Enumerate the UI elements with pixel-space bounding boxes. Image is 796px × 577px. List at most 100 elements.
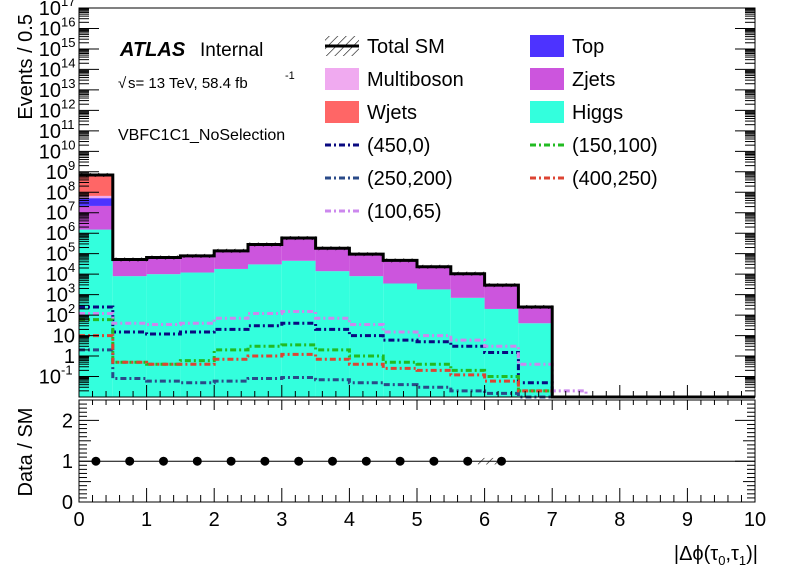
y-tick-exponent: 5 xyxy=(68,240,75,255)
stack-bar-zjets xyxy=(383,261,417,283)
legend-label: (100,65) xyxy=(367,201,442,223)
ratio-tick-label: 1 xyxy=(62,451,73,473)
y-tick-exponent: 4 xyxy=(68,260,75,275)
stack-bar-higgs xyxy=(214,269,248,397)
ratio-data-point xyxy=(91,457,100,466)
stack-bar-zjets xyxy=(518,307,552,323)
x-tick-label: 4 xyxy=(344,509,355,531)
y-tick-exponent: 16 xyxy=(61,14,75,29)
y-tick-exponent: 2 xyxy=(68,301,75,316)
y-tick-label: 10 xyxy=(46,203,68,225)
legend-label: (400,250) xyxy=(572,168,658,190)
y-tick-exponent: 17 xyxy=(61,0,75,9)
x-tick-label: 7 xyxy=(547,509,558,531)
ratio-tick-label: 0 xyxy=(62,492,73,514)
ratio-data-point xyxy=(159,457,168,466)
y-tick-exponent: 12 xyxy=(61,96,75,111)
x-tick-label: 10 xyxy=(744,509,766,531)
y-tick-exponent: 13 xyxy=(61,76,75,91)
legend-label: Total SM xyxy=(367,36,445,58)
stack-bar-higgs xyxy=(518,323,552,397)
stack-bar-zjets xyxy=(349,255,383,276)
y-tick-exponent: 8 xyxy=(68,178,75,193)
y-axis-label-top: Events / 0.5 xyxy=(15,14,37,120)
ratio-data-point xyxy=(362,457,371,466)
stack-bar-zjets xyxy=(451,274,485,297)
legend-label: Multiboson xyxy=(367,69,464,91)
x-tick-label: 5 xyxy=(411,509,422,531)
y-tick-exponent: 11 xyxy=(61,117,75,132)
stack-bar-zjets xyxy=(147,258,181,274)
y-tick-label: 10 xyxy=(39,367,61,389)
atlas-label: ATLAS xyxy=(119,39,186,61)
stack-bar-top xyxy=(79,198,113,206)
y-tick-label: 10 xyxy=(46,162,68,184)
y-tick-exponent: 14 xyxy=(61,55,75,70)
x-tick-label: 6 xyxy=(479,509,490,531)
ratio-data-point xyxy=(125,457,134,466)
sqrt-symbol: √ xyxy=(118,75,127,92)
x-tick-label: 0 xyxy=(73,509,84,531)
legend-label: Top xyxy=(572,36,604,58)
legend-label: (450,0) xyxy=(367,135,430,157)
region-label: VBFC1C1_NoSelection xyxy=(118,127,285,144)
ratio-data-point xyxy=(328,457,337,466)
legend-label: Higgs xyxy=(572,102,623,124)
y-tick-exponent: 10 xyxy=(61,137,75,152)
y-tick-label: 1 xyxy=(64,346,75,368)
y-tick-exponent: 3 xyxy=(68,281,75,296)
y-axis-label-ratio: Data / SM xyxy=(15,408,37,497)
legend-swatch-top xyxy=(530,35,564,57)
x-axis-label: |Δϕ(τ0,τ1)| xyxy=(674,543,758,568)
legend-swatch-multiboson xyxy=(325,68,359,90)
stack-bar-zjets xyxy=(282,239,316,261)
stack-bar-higgs xyxy=(180,273,214,397)
stack-bar-zjets xyxy=(180,257,214,273)
y-tick-label: 10 xyxy=(39,100,61,122)
y-tick-label: 10 xyxy=(39,80,61,102)
x-tick-label: 9 xyxy=(682,509,693,531)
stack-bar-zjets xyxy=(214,251,248,268)
y-tick-exponent: 9 xyxy=(68,158,75,173)
y-tick-label: 10 xyxy=(39,141,61,163)
y-tick-label: 10 xyxy=(46,305,68,327)
y-tick-label: 10 xyxy=(46,285,68,307)
stack-bar-zjets xyxy=(485,286,519,309)
legend-label: (150,100) xyxy=(572,135,658,157)
x-tick-label: 8 xyxy=(614,509,625,531)
legend-label: Zjets xyxy=(572,69,615,91)
ratio-data-point xyxy=(396,457,405,466)
ratio-data-point xyxy=(227,457,236,466)
legend-swatch-wjets xyxy=(325,101,359,123)
y-tick-label: 10 xyxy=(53,326,75,348)
y-tick-label: 10 xyxy=(39,121,61,143)
y-tick-label: 10 xyxy=(46,244,68,266)
ratio-data-point xyxy=(294,457,303,466)
x-tick-label: 1 xyxy=(141,509,152,531)
stack-bar-higgs xyxy=(316,271,350,397)
legend-label: (250,200) xyxy=(367,168,453,190)
ratio-data-point xyxy=(497,457,506,466)
y-tick-exponent: 7 xyxy=(68,199,75,214)
legend-swatch-higgs xyxy=(530,101,564,123)
atlas-suffix: Internal xyxy=(200,40,263,61)
ratio-data-point xyxy=(260,457,269,466)
y-tick-label: 10 xyxy=(46,223,68,245)
stack-bar-zjets xyxy=(248,245,282,264)
ratio-data-point xyxy=(429,457,438,466)
legend-swatch-zjets xyxy=(530,68,564,90)
y-tick-label: 10 xyxy=(46,182,68,204)
y-tick-label: 10 xyxy=(39,39,61,61)
y-tick-label: 10 xyxy=(39,59,61,81)
y-tick-label: 10 xyxy=(39,18,61,40)
y-tick-label: 10 xyxy=(39,0,61,20)
legend-label: Wjets xyxy=(367,102,417,124)
x-tick-label: 3 xyxy=(276,509,287,531)
stack-bar-higgs xyxy=(147,274,181,397)
energy-label: s= 13 TeV, 58.4 fb xyxy=(128,75,248,92)
stack-bar-zjets xyxy=(417,267,451,289)
y-tick-exponent: 6 xyxy=(68,219,75,234)
x-tick-label: 2 xyxy=(209,509,220,531)
energy-exponent: -1 xyxy=(285,70,295,82)
